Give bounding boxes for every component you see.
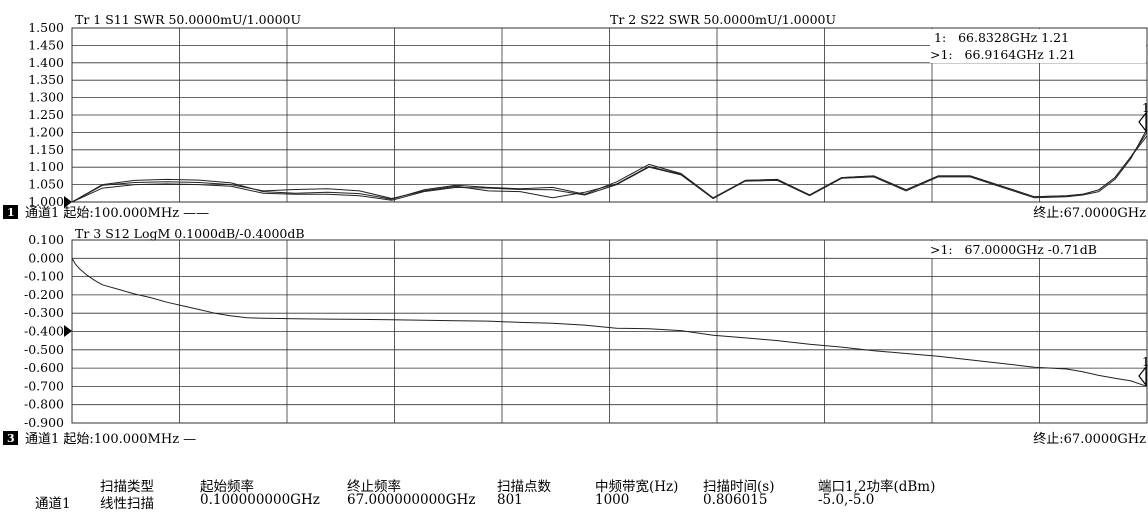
panel-s11-s22-swr: 1.500 1.450 1.400 1.350 1.300 1.250 1.200 1.150… [3, 12, 1148, 221]
y-tick-label: 1.350 [28, 72, 64, 87]
channel-badge-number: 1 [7, 206, 15, 219]
summary-header-start-freq: 起始频率 [200, 479, 254, 495]
trace-line-1 [71, 258, 1148, 387]
y-tick-label: -0.700 [24, 378, 64, 393]
y-tick-label: -0.400 [24, 324, 64, 339]
trace-1-title: Tr 1 S11 SWR 50.0000mU/1.0000U [75, 12, 301, 27]
y-tick-label: 1.250 [28, 107, 64, 122]
summary-scan-type: 线性扫描 [100, 496, 154, 512]
y-tick-label: 1.100 [28, 159, 64, 174]
marker-readout-2: >1: 66.9164GHz 1.21 [930, 47, 1076, 62]
panel-s12-logm: 0.100 0.000 -0.100 -0.200 -0.300 -0.400 -0.500… [3, 226, 1148, 447]
marker-table-bg [930, 29, 1146, 63]
start-frequency-label: 通道1 起始:100.000MHz —— [25, 206, 209, 221]
summary-header-port-power: 端口1,2功率(dBm) [818, 479, 936, 495]
y-tick-label: 1.000 [28, 194, 64, 209]
traces [71, 128, 1148, 203]
reference-level-arrow-icon[interactable] [64, 196, 72, 208]
marker-readout-1: 1: 66.8328GHz 1.21 [934, 30, 1069, 45]
reference-level-arrow-icon[interactable] [64, 325, 72, 337]
y-tick-label: 0.000 [28, 250, 64, 265]
summary-points: 801 [497, 492, 523, 508]
marker-arrow-icon[interactable] [1138, 365, 1147, 387]
channel-badge[interactable] [3, 431, 18, 445]
stop-frequency-label: 终止:67.0000GHz [1033, 205, 1146, 221]
summary-header-stop-freq: 终止频率 [347, 479, 401, 495]
y-tick-labels: 1.500 1.450 1.400 1.350 1.300 1.250 1.200 1.150… [28, 20, 64, 209]
channel-badge[interactable] [3, 205, 18, 219]
y-tick-label: -0.100 [24, 269, 64, 284]
summary-stop-freq: 67.000000000GHz [347, 492, 476, 508]
summary-if-bandwidth: 1000 [595, 492, 630, 508]
stop-frequency-label: 终止:67.0000GHz [1033, 431, 1146, 447]
y-tick-label: 1.400 [28, 55, 64, 70]
y-tick-label: 1.450 [28, 37, 64, 52]
summary-port-power: -5.0,-5.0 [818, 492, 875, 508]
trace-line-3 [71, 128, 1148, 203]
marker-table-bg [930, 241, 1146, 258]
marker-label: 1 [1142, 355, 1148, 369]
y-tick-label: -0.200 [24, 287, 64, 302]
trace-3-title: Tr 3 S12 LogM 0.1000dB/-0.4000dB [75, 226, 305, 241]
summary-start-freq: 0.100000000GHz [200, 492, 320, 508]
y-tick-label: 1.150 [28, 142, 64, 157]
traces [71, 258, 1148, 387]
start-frequency-label: 通道1 起始:100.000MHz — [25, 432, 196, 447]
marker-label: 1 [1142, 101, 1148, 115]
y-tick-labels: 0.100 0.000 -0.100 -0.200 -0.300 -0.400 -0.500… [24, 232, 64, 430]
y-tick-label: 1.200 [28, 124, 64, 139]
y-tick-label: -0.300 [24, 305, 64, 320]
y-tick-label: 1.300 [28, 90, 64, 105]
y-tick-label: -0.800 [24, 397, 64, 412]
summary-header-sweep-time: 扫描时间(s) [703, 479, 775, 495]
trace-line-2 [71, 132, 1148, 203]
y-tick-label: 0.100 [28, 232, 64, 247]
y-tick-label: -0.900 [24, 415, 64, 430]
grid [72, 240, 1147, 423]
marker-arrow-icon[interactable] [1138, 111, 1147, 133]
summary-sweep-time: 0.806015 [703, 492, 768, 508]
y-tick-label: 1.500 [28, 20, 64, 35]
y-tick-label: -0.600 [24, 360, 64, 375]
y-tick-label: -0.500 [24, 342, 64, 357]
summary-header-points: 扫描点数 [497, 479, 551, 495]
channel-badge-number: 3 [7, 432, 15, 445]
summary-channel-label: 通道1 [35, 496, 71, 512]
summary-header-scan-type: 扫描类型 [100, 479, 154, 495]
y-tick-label: 1.050 [28, 177, 64, 192]
marker-readout: >1: 67.0000GHz -0.71dB [930, 242, 1097, 257]
summary-header-if-bandwidth: 中频带宽(Hz) [595, 479, 679, 495]
trace-2-title: Tr 2 S22 SWR 50.0000mU/1.0000U [610, 12, 836, 27]
